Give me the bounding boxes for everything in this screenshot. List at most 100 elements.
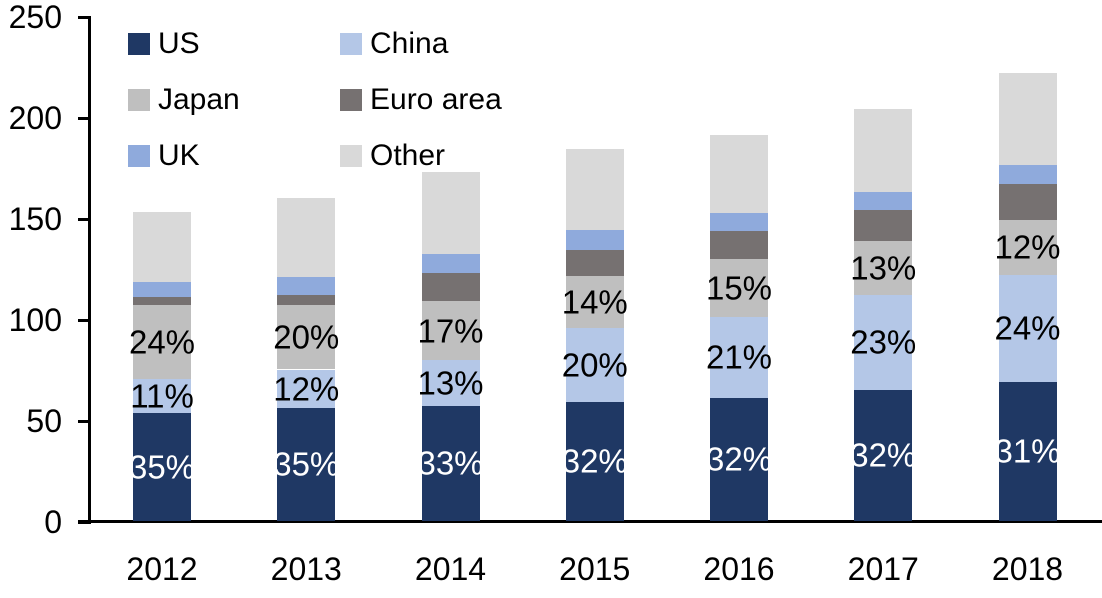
legend-item-japan: Japan — [128, 85, 340, 115]
legend-swatch-other — [340, 145, 362, 167]
bar-segment-uk-2016 — [710, 212, 768, 232]
x-axis-label-2018: 2018 — [991, 551, 1064, 587]
legend-item-other: Other — [340, 141, 502, 171]
bar-segment-china-2015 — [565, 328, 624, 402]
bar-segment-japan-2015 — [565, 275, 624, 329]
x-axis-label-2012: 2012 — [126, 551, 198, 587]
y-axis-tick-label: 50 — [26, 403, 62, 439]
bar-segment-other-2017 — [854, 108, 913, 192]
bar-value-label-china-2015: 20% — [561, 346, 628, 384]
bar-value-label-us-2016: 32% — [705, 440, 773, 478]
bar-segment-japan-2014 — [421, 300, 480, 361]
bar-segment-japan-2012 — [133, 304, 191, 379]
bar-value-label-us-2014: 33% — [417, 444, 484, 482]
bar-segment-euro-area-2014 — [421, 272, 480, 301]
x-axis-line — [78, 520, 1102, 523]
bar-segment-japan-2016 — [710, 259, 768, 317]
bar-value-label-us-2012: 35% — [128, 448, 196, 486]
legend-label-us: US — [158, 27, 200, 60]
legend-item-euro-area: Euro area — [340, 85, 502, 115]
bar-segment-us-2017 — [854, 389, 913, 521]
legend-label-euro-area: Euro area — [370, 83, 502, 116]
bar-value-label-china-2014: 13% — [417, 364, 484, 402]
bar-segment-other-2015 — [565, 149, 624, 231]
legend-swatch-china — [340, 33, 362, 55]
bar-segment-uk-2017 — [854, 191, 913, 210]
legend: US China Japan Euro area UK Other — [128, 29, 502, 171]
y-axis-tick-label: 200 — [8, 100, 62, 136]
bar-segment-other-2018 — [998, 72, 1057, 166]
x-axis-label-2015: 2015 — [559, 551, 631, 587]
y-axis-tick-label: 0 — [44, 504, 62, 540]
legend-item-us: US — [128, 29, 340, 59]
y-axis-tick-label: 100 — [8, 302, 62, 338]
y-axis-tick — [78, 116, 91, 120]
bar-value-label-china-2012: 11% — [130, 377, 194, 415]
legend-swatch-japan — [128, 89, 150, 111]
bar-value-label-japan-2017: 13% — [850, 249, 917, 287]
legend-label-other: Other — [370, 139, 446, 172]
bar-segment-uk-2012 — [133, 281, 191, 297]
y-axis-tick-label: 250 — [8, 0, 62, 35]
bar-segment-euro-area-2013 — [277, 294, 336, 305]
bar-segment-japan-2018 — [998, 220, 1057, 275]
bar-value-label-japan-2014: 17% — [417, 312, 484, 350]
legend-item-china: China — [340, 29, 502, 59]
bar-segment-china-2017 — [854, 294, 913, 390]
bar-segment-china-2014 — [421, 360, 480, 406]
y-axis-tick — [78, 15, 91, 19]
bar-value-label-china-2016: 21% — [705, 338, 773, 376]
bar-segment-other-2014 — [421, 171, 480, 255]
bar-value-label-us-2013: 35% — [273, 445, 340, 483]
bar-segment-china-2016 — [710, 316, 768, 398]
bar-segment-china-2018 — [998, 274, 1057, 382]
bar-segment-uk-2018 — [998, 165, 1057, 184]
bar-value-label-japan-2012: 24% — [128, 323, 196, 361]
bar-segment-euro-area-2016 — [710, 231, 768, 260]
bar-segment-uk-2014 — [421, 254, 480, 273]
bar-value-label-china-2013: 12% — [273, 370, 340, 408]
legend-swatch-us — [128, 33, 150, 55]
bar-segment-other-2016 — [710, 135, 768, 213]
bar-segment-us-2015 — [565, 401, 624, 521]
bar-segment-us-2014 — [421, 405, 480, 521]
x-axis-label-2014: 2014 — [414, 551, 487, 587]
bar-segment-other-2012 — [133, 211, 191, 282]
y-axis-tick — [78, 318, 91, 322]
bar-segment-us-2012 — [133, 412, 191, 521]
legend-swatch-uk — [128, 145, 150, 167]
bar-segment-euro-area-2015 — [565, 250, 624, 276]
bar-segment-euro-area-2012 — [133, 296, 191, 305]
bar-segment-us-2018 — [998, 381, 1057, 521]
y-axis-tick-label: 150 — [8, 201, 62, 237]
legend-label-japan: Japan — [158, 83, 240, 116]
bar-value-label-china-2017: 23% — [850, 323, 917, 361]
legend-label-uk: UK — [158, 139, 200, 172]
bar-value-label-japan-2018: 12% — [994, 228, 1061, 266]
bar-segment-us-2016 — [710, 397, 768, 521]
bar-segment-us-2013 — [277, 407, 336, 521]
y-axis-tick — [78, 217, 91, 221]
bar-segment-china-2012 — [133, 378, 191, 413]
x-axis-label-2017: 2017 — [847, 551, 919, 587]
bar-segment-euro-area-2018 — [998, 183, 1057, 221]
bar-segment-other-2013 — [277, 197, 336, 277]
bar-segment-euro-area-2017 — [854, 209, 913, 242]
bar-value-label-japan-2016: 15% — [705, 269, 773, 307]
bar-value-label-us-2017: 32% — [850, 436, 917, 474]
x-axis-label-2013: 2013 — [270, 551, 342, 587]
bar-segment-uk-2015 — [565, 230, 624, 251]
bar-value-label-japan-2013: 20% — [273, 318, 340, 356]
y-axis-tick — [78, 520, 91, 524]
bar-value-label-japan-2015: 14% — [561, 283, 628, 321]
y-axis-line — [88, 16, 91, 523]
bar-value-label-us-2015: 32% — [561, 442, 628, 480]
legend-item-uk: UK — [128, 141, 340, 171]
bar-value-label-china-2018: 24% — [994, 309, 1061, 347]
bar-segment-uk-2013 — [277, 276, 336, 295]
legend-swatch-euro-area — [340, 89, 362, 111]
bar-segment-china-2013 — [277, 369, 336, 408]
legend-label-china: China — [370, 27, 449, 60]
bar-segment-japan-2013 — [277, 304, 336, 370]
